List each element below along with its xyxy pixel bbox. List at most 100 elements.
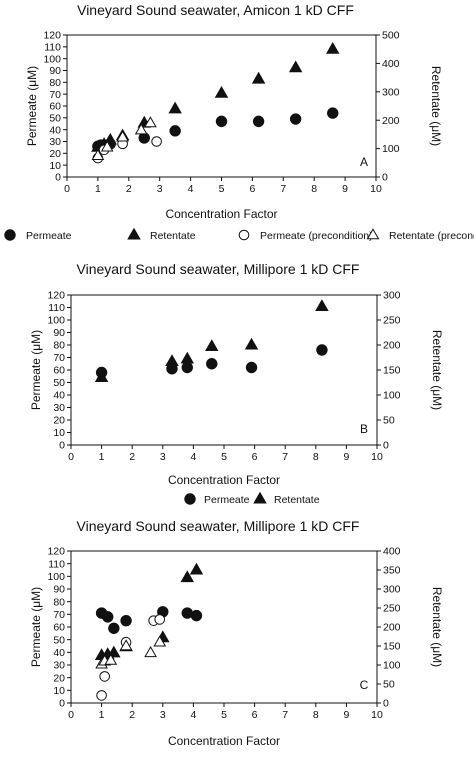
data-point-permeate — [190, 609, 203, 622]
y2-axis-label: Retentate (μM) — [430, 587, 444, 667]
x-tick-label: 2 — [126, 183, 132, 195]
data-point-retentate — [94, 370, 109, 382]
x-tick-label: 4 — [188, 183, 194, 195]
y2-tick-label: 100 — [382, 143, 400, 155]
y-tick-label: 50 — [53, 634, 65, 646]
data-point-retentate-precondition — [153, 635, 167, 647]
y2-tick-label: 200 — [383, 622, 401, 634]
legend-marker — [238, 229, 250, 241]
y-tick-label: 20 — [53, 672, 65, 684]
y2-tick-label: 150 — [383, 365, 401, 377]
y-tick-label: 10 — [53, 685, 65, 697]
data-point-retentate — [205, 339, 219, 351]
x-tick-label: 5 — [221, 709, 227, 721]
y-tick-label: 30 — [53, 402, 65, 414]
chart-title: Vineyard Sound seawater, Millipore 1 kD … — [77, 261, 360, 277]
y2-tick-label: 400 — [383, 546, 401, 558]
y-tick-label: 120 — [47, 290, 65, 302]
y-tick-label: 90 — [53, 584, 65, 596]
data-point-permeate — [252, 115, 265, 128]
data-point-permeate — [245, 361, 258, 374]
x-tick-label: 5 — [221, 451, 227, 463]
y2-tick-label: 100 — [383, 660, 401, 672]
y2-tick-label: 500 — [382, 30, 400, 42]
x-tick-label: 0 — [68, 451, 74, 463]
y2-tick-label: 50 — [383, 415, 395, 427]
x-tick-label: 3 — [157, 183, 163, 195]
x-axis-label: Concentration Factor — [165, 207, 277, 221]
y-tick-label: 10 — [53, 427, 65, 439]
x-axis-label: Concentration Factor — [168, 473, 280, 487]
y-tick-label: 0 — [59, 440, 65, 452]
chart-legend-2: Permeate Retentate — [184, 491, 320, 506]
data-point-retentate — [326, 41, 340, 54]
data-point-retentate — [251, 71, 266, 84]
y2-tick-label: 300 — [382, 86, 400, 98]
y-tick-label: 80 — [53, 596, 65, 608]
data-point-permeate-precondition — [154, 614, 166, 625]
x-tick-label: 9 — [342, 183, 348, 195]
x-tick-label: 3 — [160, 451, 166, 463]
panel-letter: C — [360, 678, 369, 692]
data-point-retentate-precondition — [104, 653, 118, 665]
x-tick-label: 8 — [313, 709, 319, 721]
y-tick-label: 100 — [47, 571, 65, 583]
y-tick-label: 20 — [53, 415, 65, 427]
data-point-permeate — [108, 622, 120, 634]
y-tick-label: 60 — [53, 622, 65, 634]
data-point-retentate-precondition — [91, 148, 105, 160]
y2-axis-label: Retentate (μM) — [429, 66, 443, 146]
y2-tick-label: 0 — [383, 440, 389, 452]
x-tick-label: 4 — [190, 709, 196, 721]
x-tick-label: 2 — [129, 709, 135, 721]
y-tick-label: 120 — [43, 30, 61, 42]
x-tick-label: 10 — [371, 709, 383, 721]
x-tick-label: 1 — [95, 183, 101, 195]
y-tick-label: 0 — [59, 698, 65, 710]
data-point-permeate — [120, 614, 132, 627]
data-point-retentate — [315, 299, 329, 311]
chart-title: Vineyard Sound seawater, Millipore 1 kD … — [77, 518, 360, 534]
y-tick-label: 110 — [44, 41, 61, 53]
data-point-retentate-precondition — [144, 645, 157, 658]
x-axis-label: Concentration Factor — [168, 734, 280, 748]
y-tick-label: 70 — [53, 609, 65, 621]
y2-tick-label: 200 — [382, 115, 400, 127]
x-tick-label: 6 — [252, 451, 258, 463]
x-tick-label: 6 — [249, 183, 255, 195]
panel-letter: A — [360, 155, 368, 169]
legend-label: Retentate (precondition) — [389, 230, 474, 242]
y2-tick-label: 400 — [382, 58, 400, 70]
data-point-retentate-precondition — [116, 130, 129, 142]
y-tick-label: 60 — [53, 365, 65, 377]
y-tick-label: 50 — [49, 112, 61, 124]
x-tick-label: 9 — [343, 451, 349, 463]
y2-tick-label: 0 — [382, 172, 388, 184]
y-tick-label: 0 — [55, 172, 61, 184]
legend-label: Permeate — [26, 230, 72, 242]
y-axis-label: Permeate (μM) — [25, 66, 39, 146]
y-tick-label: 110 — [48, 302, 65, 314]
x-tick-label: 10 — [370, 183, 382, 195]
x-tick-label: 5 — [219, 183, 225, 195]
y-tick-label: 90 — [53, 327, 65, 339]
legend-marker — [4, 229, 16, 241]
data-point-permeate — [316, 344, 328, 356]
data-point-retentate-precondition — [100, 140, 114, 152]
legend-marker — [253, 491, 267, 504]
y-tick-label: 20 — [49, 148, 61, 160]
data-point-permeate — [102, 611, 114, 623]
panel-letter: B — [360, 422, 368, 436]
y-axis-label: Permeate (μM) — [29, 587, 43, 667]
x-tick-label: 0 — [64, 183, 70, 195]
data-point-retentate — [288, 60, 303, 73]
legend-label: Retentate — [274, 494, 320, 506]
data-point-retentate-precondition — [119, 639, 133, 651]
y2-tick-label: 0 — [383, 698, 389, 710]
x-tick-label: 4 — [190, 451, 196, 463]
data-point-permeate-precondition — [99, 671, 110, 682]
y2-tick-label: 100 — [383, 390, 401, 402]
y2-tick-label: 200 — [383, 340, 401, 352]
data-point-permeate — [206, 358, 218, 370]
